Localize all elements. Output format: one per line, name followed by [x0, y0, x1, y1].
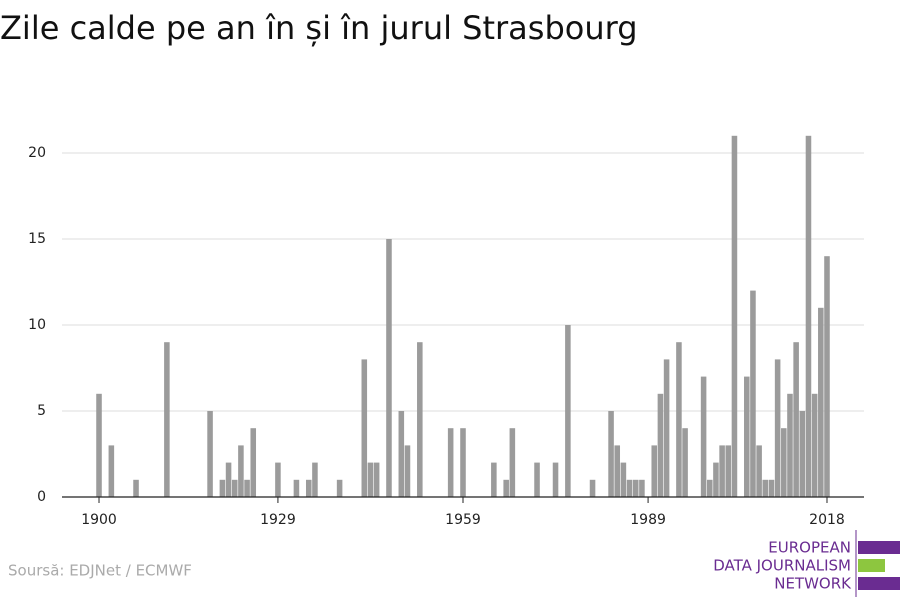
bar: [534, 462, 540, 497]
x-tick-label: 1900: [81, 512, 117, 528]
bar: [756, 445, 762, 497]
bar: [373, 462, 380, 497]
bar: [620, 462, 627, 497]
bar: [799, 411, 806, 497]
bar: [713, 462, 719, 497]
bar: [398, 411, 405, 497]
y-tick-label: 15: [28, 231, 46, 247]
logo-text: DATA JOURNALISM: [713, 557, 851, 575]
bar: [818, 307, 824, 497]
x-tick-label: 1929: [260, 512, 296, 528]
x-tick-label: 2018: [809, 512, 845, 528]
y-tick-label: 10: [28, 317, 46, 333]
bar: [447, 428, 454, 497]
bar: [614, 445, 621, 497]
bar: [417, 342, 423, 497]
bar: [651, 445, 658, 497]
bar: [774, 359, 781, 497]
bar: [731, 135, 738, 498]
bar: [503, 479, 509, 497]
bar: [719, 445, 725, 497]
bar: [336, 479, 343, 497]
bar: [367, 462, 374, 497]
bar: [589, 479, 596, 497]
bar: [108, 445, 115, 497]
bar: [762, 479, 769, 497]
bar: [626, 479, 633, 497]
logo-bar: [858, 559, 885, 572]
y-tick-label: 20: [28, 145, 46, 161]
bar: [824, 256, 830, 497]
bar: [787, 393, 793, 497]
bar: [706, 479, 713, 497]
bar: [632, 479, 639, 497]
y-tick-label: 5: [37, 403, 46, 419]
bar: [225, 462, 232, 497]
bar: [231, 479, 238, 497]
bar: [565, 325, 571, 497]
bar: [744, 376, 750, 497]
x-tick-label: 1959: [445, 512, 481, 528]
bar: [207, 411, 213, 497]
bar: [639, 479, 645, 497]
bar: [663, 359, 670, 497]
bar: [676, 342, 682, 497]
bar: [491, 462, 497, 497]
logo-bar: [858, 577, 900, 590]
x-tick-label: 1989: [630, 512, 666, 528]
bar: [293, 479, 300, 497]
bar: [244, 479, 250, 497]
bar: [361, 359, 368, 497]
bar: [781, 428, 787, 497]
bar: [238, 445, 244, 497]
logo-text: EUROPEAN: [768, 539, 851, 557]
bar: [768, 479, 775, 497]
bar: [793, 342, 799, 497]
bar: [805, 135, 812, 498]
logo: EUROPEAN DATA JOURNALISM NETWORK: [713, 530, 900, 597]
bar: [305, 479, 312, 497]
bar: [509, 428, 516, 497]
bar: [725, 445, 732, 497]
bar: [608, 411, 614, 497]
chart-title: Zile calde pe an în și în jurul Strasbou…: [0, 9, 638, 47]
bar: [219, 479, 226, 497]
bar: [552, 462, 559, 497]
bar: [312, 462, 318, 497]
bar: [96, 393, 102, 497]
bar: [460, 428, 466, 497]
logo-text: NETWORK: [774, 575, 852, 593]
logo-bar: [858, 541, 900, 554]
bar: [250, 428, 257, 497]
bar: [275, 462, 281, 497]
bar: [133, 479, 139, 497]
bar: [164, 342, 170, 497]
bar: [750, 290, 756, 497]
bar: [386, 239, 392, 497]
bar: [700, 376, 707, 497]
bar: [811, 393, 818, 497]
bar: [657, 393, 664, 497]
source: Soursă: EDJNet / ECMWF: [8, 562, 192, 580]
bar: [404, 445, 411, 497]
y-tick-label: 0: [37, 489, 46, 505]
bar: [682, 428, 688, 497]
